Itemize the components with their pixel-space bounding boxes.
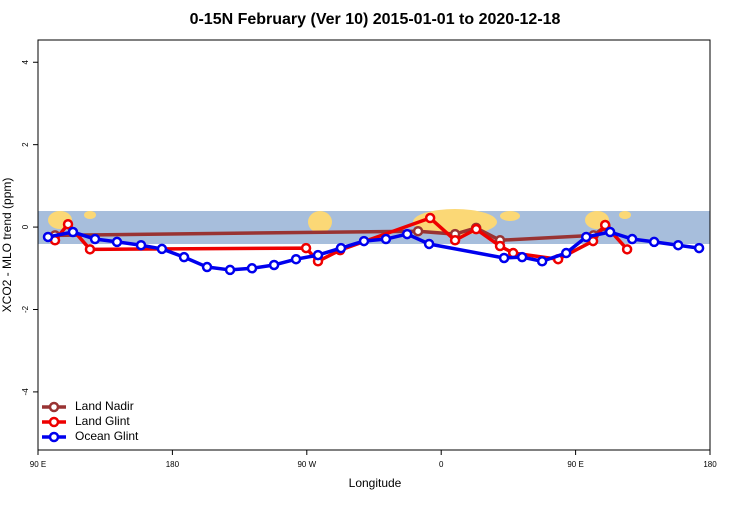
y-tick-label: 2 — [21, 142, 30, 147]
data-point — [335, 242, 347, 254]
data-point — [470, 223, 482, 235]
data-point — [580, 231, 592, 243]
data-point — [648, 236, 660, 248]
map-land — [308, 211, 332, 233]
data-point — [401, 228, 413, 240]
data-point — [201, 261, 213, 273]
legend-label: Land Nadir — [75, 399, 134, 413]
data-point — [224, 264, 236, 276]
data-point — [312, 249, 324, 261]
legend-label: Land Glint — [75, 414, 130, 428]
data-point — [380, 233, 392, 245]
y-tick-label: 4 — [21, 59, 30, 64]
data-point — [84, 244, 96, 255]
data-point — [621, 244, 633, 255]
data-point — [494, 240, 506, 252]
data-point — [536, 256, 548, 267]
x-tick-label: 90 E — [567, 460, 583, 469]
data-point — [423, 238, 435, 250]
data-point — [358, 235, 370, 247]
x-tick-label: 90 W — [297, 460, 316, 469]
data-point — [62, 218, 74, 230]
data-point — [516, 251, 528, 263]
data-point — [599, 219, 611, 231]
data-point — [498, 252, 510, 264]
data-point — [89, 233, 101, 245]
data-point — [156, 243, 168, 255]
data-point — [672, 239, 684, 251]
data-point — [693, 242, 705, 254]
data-point — [604, 226, 616, 238]
legend-label: Ocean Glint — [75, 429, 139, 443]
data-point — [111, 236, 123, 248]
y-tick-label: -4 — [21, 388, 30, 396]
data-point — [560, 247, 572, 259]
map-land — [619, 211, 631, 219]
map-land — [500, 211, 520, 221]
data-point — [268, 259, 280, 271]
x-tick-label: 180 — [166, 460, 180, 469]
data-point — [178, 251, 190, 263]
data-point — [42, 231, 54, 243]
data-point — [300, 242, 312, 254]
x-tick-label: 180 — [703, 460, 717, 469]
data-point — [424, 212, 436, 224]
map-land — [84, 211, 96, 219]
y-tick-label: 0 — [21, 224, 30, 229]
y-axis-label: XCO2 - MLO trend (ppm) — [0, 178, 14, 313]
x-tick-label: 90 E — [30, 460, 46, 469]
data-point — [626, 233, 638, 245]
legend-marker — [48, 416, 60, 428]
x-axis-label: Longitude — [349, 476, 402, 490]
chart-title: 0-15N February (Ver 10) 2015-01-01 to 20… — [190, 11, 561, 28]
data-point — [449, 235, 461, 246]
data-point — [246, 263, 258, 274]
y-tick-label: -2 — [21, 305, 30, 313]
plot-frame — [37, 39, 711, 451]
x-tick-label: 0 — [439, 460, 444, 469]
series-line — [47, 230, 700, 272]
data-point — [290, 253, 302, 265]
data-point — [135, 239, 147, 251]
legend-marker — [48, 401, 60, 413]
data-point — [412, 225, 424, 237]
legend-marker — [48, 431, 60, 443]
data-point — [67, 226, 79, 238]
